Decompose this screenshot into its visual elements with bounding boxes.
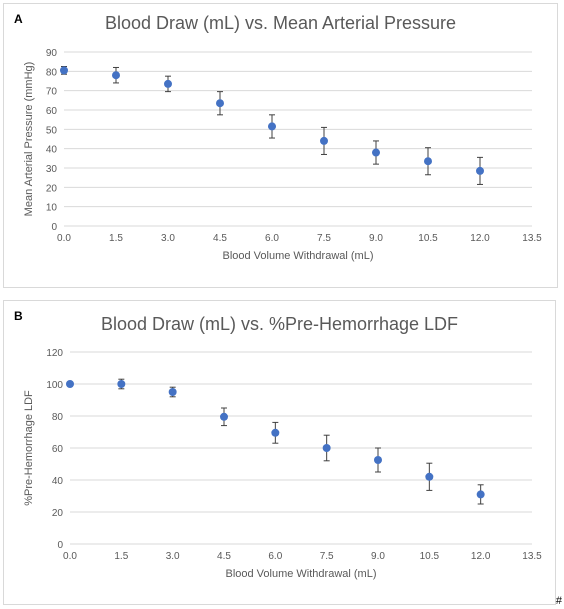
data-point — [372, 148, 380, 157]
data-point — [424, 157, 432, 166]
x-tick-label: 3.0 — [166, 551, 180, 562]
data-point — [168, 388, 177, 396]
y-tick-label: 40 — [52, 476, 64, 487]
chart-title: Blood Draw (mL) vs. Mean Arterial Pressu… — [104, 13, 457, 33]
panel-label: B — [14, 309, 23, 323]
x-tick-label: 0.0 — [57, 233, 71, 244]
y-tick-label: 50 — [46, 125, 58, 136]
y-tick-label: 80 — [46, 67, 58, 78]
corner-mark: # — [555, 595, 562, 607]
data-point — [60, 66, 68, 75]
x-tick-label: 1.5 — [114, 551, 128, 562]
chart-panel-a: A Blood Draw (mL) vs. Mean Arterial Pres… — [3, 3, 558, 288]
data-point — [320, 136, 328, 145]
x-axis-label: Blood Volume Withdrawal (mL) — [222, 250, 373, 262]
y-tick-label: 20 — [52, 508, 64, 519]
y-tick-label: 70 — [46, 87, 58, 98]
x-tick-label: 12.0 — [471, 551, 491, 562]
data-point — [112, 71, 120, 80]
y-tick-label: 80 — [52, 412, 64, 423]
y-tick-label: 60 — [52, 444, 64, 455]
x-tick-label: 9.0 — [369, 233, 383, 244]
x-tick-label: 3.0 — [161, 233, 175, 244]
y-tick-label: 90 — [46, 48, 58, 59]
chart-panel-b: B Blood Draw (mL) vs. %Pre-Hemorrhage LD… — [3, 300, 556, 605]
y-tick-label: 40 — [46, 145, 58, 156]
data-point — [271, 428, 280, 437]
data-point — [322, 444, 331, 452]
x-tick-label: 4.5 — [217, 551, 231, 562]
y-tick-label: 120 — [46, 348, 63, 359]
y-tick-label: 60 — [46, 106, 58, 117]
chart-plot-area: 0 10 20 30 40 50 60 70 80 90 0.0 1.5 3.0 4.5 6.0 7.5 9.0… — [23, 48, 542, 262]
y-axis-label: Mean Arterial Pressure (mmHg) — [23, 62, 35, 217]
y-tick-label: 0 — [57, 540, 63, 551]
chart-title: Blood Draw (mL) vs. %Pre-Hemorrhage LDF — [100, 314, 459, 334]
x-tick-label: 6.0 — [265, 233, 279, 244]
y-tick-label: 30 — [46, 164, 58, 175]
data-point — [216, 99, 224, 108]
x-tick-label: 7.5 — [317, 233, 331, 244]
data-point — [476, 166, 484, 175]
data-point — [425, 472, 434, 481]
x-tick-label: 4.5 — [213, 233, 227, 244]
x-tick-label: 7.5 — [320, 551, 334, 562]
y-tick-label: 100 — [46, 380, 63, 391]
x-tick-label: 9.0 — [371, 551, 385, 562]
y-axis-label: %Pre-Hemorrhage LDF — [23, 390, 35, 506]
x-tick-label: 10.5 — [420, 551, 440, 562]
x-tick-label: 1.5 — [109, 233, 123, 244]
panel-label: A — [14, 12, 23, 26]
x-tick-label: 6.0 — [268, 551, 282, 562]
y-tick-label: 0 — [51, 222, 57, 233]
data-point — [66, 380, 74, 388]
x-tick-label: 13.5 — [522, 551, 542, 562]
y-tick-label: 20 — [46, 183, 58, 194]
data-point — [476, 490, 485, 499]
x-tick-label: 13.5 — [522, 233, 542, 244]
x-tick-label: 0.0 — [63, 551, 77, 562]
data-point — [220, 412, 228, 421]
x-tick-label: 10.5 — [418, 233, 438, 244]
data-point — [374, 456, 382, 464]
chart-plot-area: 0 20 40 60 80 100 120 0.0 1.5 3.0 4.5 6.0 7.5 9.0 10.5… — [23, 348, 542, 580]
x-axis-label: Blood Volume Withdrawal (mL) — [225, 568, 376, 580]
y-tick-label: 10 — [46, 203, 58, 214]
data-point — [164, 79, 172, 88]
x-tick-label: 12.0 — [470, 233, 490, 244]
data-point — [117, 380, 126, 388]
data-point — [268, 122, 276, 131]
